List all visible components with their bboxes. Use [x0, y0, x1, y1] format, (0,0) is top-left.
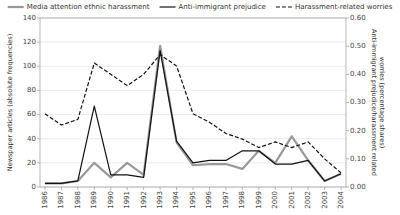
- grid-line: [40, 42, 346, 43]
- y-tick-label: 120: [23, 38, 36, 46]
- plot-frame: [40, 18, 346, 187]
- x-tick-label: 1998: [238, 191, 246, 209]
- grid-line: [40, 138, 346, 139]
- x-tick-label: 1994: [172, 190, 180, 208]
- y-tick: [37, 66, 40, 67]
- y-tick-label: 140: [23, 14, 36, 22]
- x-tick-label: 1987: [57, 191, 65, 209]
- x-tick-label: 2004: [337, 190, 345, 208]
- y-axis: 0 20 40 60 80 100 120 140 Newspaper articles (ab…: [6, 14, 40, 191]
- x-tick-label: 1990: [107, 191, 115, 209]
- y-tick-label: 80: [27, 86, 36, 94]
- x-tick: [225, 187, 226, 190]
- legend-label: Harassment-related worries: [295, 3, 393, 11]
- y-tick-label: 0: [32, 183, 36, 191]
- y2-tick-label: 0.00: [350, 183, 366, 191]
- x-tick-label: 1993: [156, 191, 164, 209]
- legend-label: Anti-immigrant prejudice: [179, 3, 266, 11]
- y-tick-label: 60: [27, 110, 36, 118]
- y2-axis-label-line: Anti-immigrant prejudice/harassment rela…: [370, 29, 378, 176]
- legend-item: Media attention ethnic harassment: [8, 3, 150, 11]
- x-tick-label: 1992: [140, 191, 148, 209]
- x-tick-label: 2001: [288, 191, 296, 209]
- y2-tick-label: 0.10: [350, 155, 366, 163]
- x-tick: [143, 187, 144, 190]
- x-tick: [308, 187, 309, 190]
- grid: [40, 18, 346, 187]
- y-tick-label: 100: [23, 62, 36, 70]
- x-tick: [193, 187, 194, 190]
- legend-item: Harassment-related worries: [276, 3, 393, 11]
- y2-tick: [346, 187, 349, 188]
- y-tick: [37, 90, 40, 91]
- x-tick: [324, 187, 325, 190]
- x-tick: [258, 187, 259, 190]
- x-tick-label: 1996: [205, 190, 213, 208]
- x-tick: [127, 187, 128, 190]
- legend-label: Media attention ethnic harassment: [27, 3, 150, 11]
- series-group: [45, 46, 341, 184]
- y-tick: [37, 187, 40, 188]
- x-tick-label: 2002: [304, 191, 312, 209]
- y2-axis-label-line: worries (percentage shares): [378, 57, 386, 148]
- x-tick: [341, 187, 342, 190]
- y2-tick: [346, 130, 349, 131]
- x-tick: [110, 187, 111, 190]
- y-tick-label: 20: [27, 159, 36, 167]
- y2-tick: [346, 18, 349, 19]
- x-tick: [242, 187, 243, 190]
- y-tick-label: 40: [27, 135, 36, 143]
- chart: Media attention ethnic harassment Anti-im…: [0, 0, 400, 215]
- y2-tick-label: 0.30: [350, 98, 366, 106]
- y2-tick: [346, 102, 349, 103]
- series-line: [45, 55, 341, 173]
- x-tick: [44, 187, 45, 190]
- x-tick: [275, 187, 276, 190]
- legend-swatch: [160, 6, 176, 7]
- y2-axis-label: Anti-immigrant prejudice/harassment rela…: [370, 29, 386, 176]
- legend: Media attention ethnic harassment Anti-im…: [8, 3, 393, 11]
- x-tick-label: 2003: [321, 191, 329, 209]
- legend-item: Anti-immigrant prejudice: [160, 3, 266, 11]
- series-line: [45, 51, 341, 184]
- y2-tick-label: 0.60: [350, 14, 366, 22]
- y2-tick: [346, 74, 349, 75]
- y2-tick: [346, 158, 349, 159]
- x-tick-label: 1995: [189, 191, 197, 209]
- legend-swatch: [8, 6, 24, 8]
- x-tick-label: 2000: [271, 191, 279, 209]
- y-tick: [37, 114, 40, 115]
- x-tick: [77, 187, 78, 190]
- y2-tick: [346, 46, 349, 47]
- x-tick: [176, 187, 177, 190]
- x-tick-label: 1989: [90, 191, 98, 209]
- y2-axis: 0.00 0.10 0.20 0.30 0.40 0.50 0.60 Anti-immigra…: [346, 14, 386, 191]
- x-tick: [209, 187, 210, 190]
- x-tick-label: 1988: [74, 191, 82, 209]
- x-tick-label: 1999: [255, 191, 263, 209]
- y-tick: [37, 18, 40, 19]
- x-tick-label: 1986: [41, 190, 49, 208]
- background: [0, 0, 400, 215]
- grid-line: [40, 66, 346, 67]
- y2-tick-label: 0.40: [350, 70, 366, 78]
- legend-swatch: [276, 6, 292, 7]
- x-axis: 1986 1987 1988 1989 1990 1991 1992 1993 1994 1995…: [41, 187, 345, 209]
- y-tick: [37, 162, 40, 163]
- series-line: [45, 46, 341, 184]
- x-tick: [160, 187, 161, 190]
- x-tick: [61, 187, 62, 190]
- y-tick: [37, 138, 40, 139]
- y-axis-label: Newspaper articles (absolute frequencies…: [6, 34, 14, 171]
- y2-tick-label: 0.50: [350, 42, 366, 50]
- y2-tick-label: 0.20: [350, 127, 366, 135]
- x-tick-label: 1997: [222, 191, 230, 209]
- y-tick: [37, 42, 40, 43]
- x-tick-label: 1991: [123, 191, 131, 209]
- x-tick: [291, 187, 292, 190]
- x-tick: [94, 187, 95, 190]
